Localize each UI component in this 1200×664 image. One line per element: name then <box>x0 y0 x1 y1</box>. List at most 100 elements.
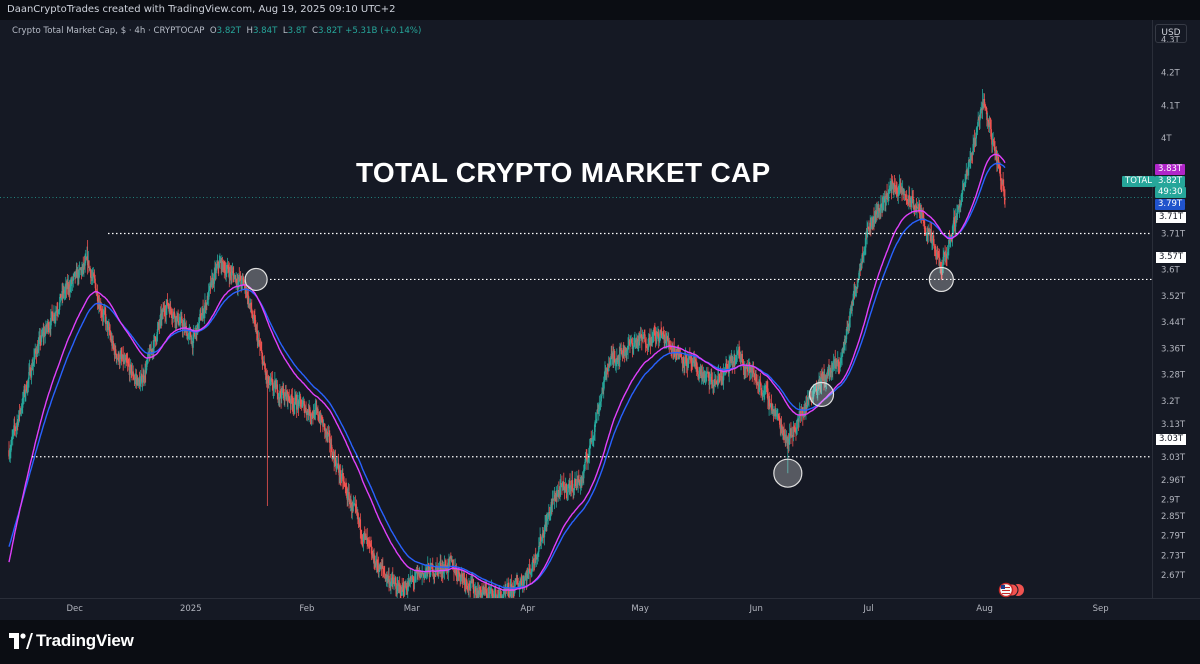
candle-body <box>11 436 13 440</box>
candle-body <box>124 360 126 363</box>
candle-body <box>104 310 106 315</box>
candle-body <box>774 409 777 416</box>
candle-body <box>327 433 330 435</box>
candle-body <box>29 367 31 376</box>
candle-body <box>489 592 491 594</box>
candle-body <box>88 260 90 269</box>
candle-body <box>563 481 565 487</box>
candle-body <box>58 302 61 310</box>
candle-body <box>246 291 249 300</box>
candle-body <box>626 350 629 351</box>
candle-body <box>269 380 271 384</box>
candle-body <box>785 438 787 441</box>
candle-body <box>247 296 250 305</box>
candle-body <box>326 431 328 436</box>
candle-body <box>782 430 785 433</box>
candle-body <box>465 579 467 585</box>
highlight-circle[interactable] <box>808 381 835 407</box>
candle-body <box>867 226 870 228</box>
candle-body <box>954 215 957 227</box>
candle-body <box>463 577 465 579</box>
candle-body <box>225 273 227 276</box>
candle-body <box>305 407 307 412</box>
time-tick-label: Dec <box>66 604 83 614</box>
candle-body <box>498 594 500 598</box>
candle-body <box>112 341 114 345</box>
legend-high: H3.84T <box>246 26 278 36</box>
highlight-circle[interactable] <box>928 266 954 293</box>
candle-body <box>482 587 484 593</box>
candle-body <box>172 314 174 319</box>
candle-body <box>171 313 173 319</box>
candle-body <box>129 367 131 375</box>
candle-body <box>923 220 926 229</box>
candle-body <box>882 202 885 204</box>
legend-symbol[interactable]: Crypto Total Market Cap, $ · 4h · CRYPTO… <box>12 26 205 36</box>
candle-body <box>478 586 481 595</box>
candle-body <box>837 359 840 367</box>
candle-body <box>757 384 759 386</box>
candle-body <box>410 578 413 580</box>
candle-body <box>803 408 806 415</box>
candle-body <box>647 337 650 348</box>
candle-body <box>673 346 675 352</box>
candle-body <box>452 559 454 568</box>
candle-body <box>50 311 53 318</box>
economic-events-icon[interactable] <box>998 582 1028 598</box>
candle-body <box>188 330 191 333</box>
candle-body <box>105 314 107 325</box>
candle-body <box>139 378 142 384</box>
candle-body <box>491 588 493 591</box>
candle-body <box>881 203 884 208</box>
candle-body <box>264 369 267 375</box>
candle-body <box>222 262 224 270</box>
candle-body <box>463 577 466 585</box>
candle-body <box>1000 180 1002 184</box>
candle-body <box>924 228 926 233</box>
candle-body <box>334 457 337 463</box>
candle-body <box>770 403 773 410</box>
candle-body <box>89 268 91 271</box>
candle-body <box>886 199 889 200</box>
candle-body <box>32 362 35 367</box>
highlight-circle[interactable] <box>773 458 803 488</box>
candle-body <box>813 390 816 392</box>
candle-body <box>342 473 344 482</box>
candle-body <box>759 381 762 384</box>
candle-body <box>208 286 211 291</box>
candle-body <box>477 590 479 598</box>
candle-body <box>680 355 682 358</box>
candle-body <box>654 331 656 333</box>
currency-button[interactable]: USD <box>1155 24 1187 43</box>
candle-body <box>616 357 619 362</box>
candle-body <box>199 313 202 320</box>
candle-body <box>827 369 829 375</box>
ma-blue-line <box>8 162 1006 590</box>
chart-plot-area[interactable] <box>0 20 1152 598</box>
candle-body <box>569 480 571 489</box>
candle-body <box>307 410 309 412</box>
candle-body <box>828 372 831 375</box>
candle-body <box>991 142 994 145</box>
candle-body <box>986 110 988 120</box>
candle-body <box>922 212 924 219</box>
time-axis[interactable]: Dec 2025 Feb Mar Apr May Jun Jul Aug Sep <box>0 598 1200 620</box>
price-axis[interactable]: 2.67T 2.73T 2.79T 2.85T 2.9T 2.96T 3.03T 3.13T 3… <box>1152 20 1200 598</box>
price-tick-label: 2.67T <box>1161 571 1186 581</box>
candle-body <box>644 341 647 344</box>
candle-body <box>709 380 711 385</box>
candle-body <box>456 573 459 578</box>
candle-body <box>421 573 423 576</box>
candle-body <box>232 271 234 274</box>
candle-body <box>355 508 358 513</box>
candle-body <box>266 373 268 379</box>
candle-body <box>860 264 862 271</box>
candle-body <box>1004 197 1006 200</box>
highlight-circle[interactable] <box>244 267 268 292</box>
candle-body <box>348 492 350 502</box>
candle-body <box>196 324 199 335</box>
chart-canvas[interactable] <box>0 20 1152 598</box>
candle-body <box>765 386 768 389</box>
candle-body <box>96 292 99 302</box>
candle-body <box>125 358 128 361</box>
